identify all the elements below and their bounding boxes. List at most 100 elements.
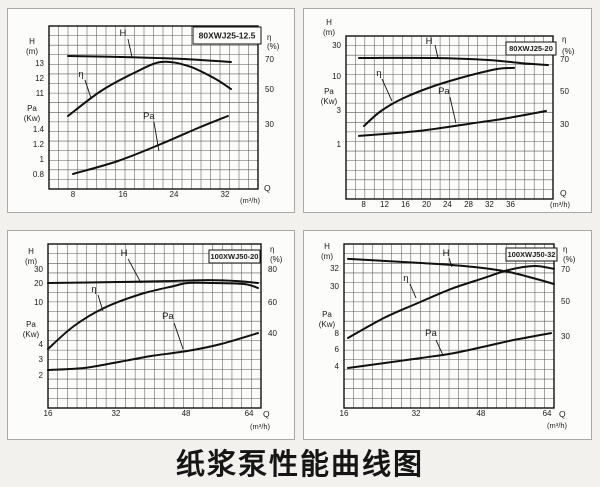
right-axis-header: η bbox=[562, 35, 566, 44]
left-axis-header-h: H bbox=[28, 247, 34, 256]
curve-label-Pa: Pa bbox=[162, 311, 174, 322]
left-axis-header-pa: (Kw) bbox=[24, 114, 41, 123]
x-tick-label: 16 bbox=[44, 409, 53, 418]
model-label: 80XWJ25-20 bbox=[509, 44, 553, 53]
x-tick-label: 32 bbox=[412, 409, 421, 418]
x-axis-label: Q bbox=[263, 409, 270, 419]
x-tick-label: 8 bbox=[71, 190, 76, 199]
model-box bbox=[505, 247, 558, 262]
curve-eta bbox=[363, 66, 516, 127]
right-tick-label: 50 bbox=[561, 297, 570, 306]
curve-Pa bbox=[358, 110, 547, 137]
grid bbox=[47, 243, 262, 409]
x-tick-label: 16 bbox=[401, 200, 410, 209]
x-tick-label: 28 bbox=[464, 200, 473, 209]
x-axis-label: Q bbox=[264, 183, 271, 193]
left-tick-label: 1 bbox=[337, 140, 342, 149]
curve-leader-Pa bbox=[435, 339, 444, 356]
x-tick-label: 48 bbox=[476, 409, 485, 418]
x-axis-unit: (m³/h) bbox=[240, 196, 260, 205]
left-axis-header-h: H bbox=[326, 18, 332, 27]
left-tick-label: 0.8 bbox=[33, 170, 45, 179]
x-axis-unit: (m³/h) bbox=[547, 421, 567, 430]
x-tick-label: 16 bbox=[119, 190, 128, 199]
left-tick-label: 6 bbox=[335, 345, 340, 354]
right-axis-header: η bbox=[267, 33, 271, 42]
curve-leader-eta bbox=[97, 294, 104, 312]
model-label: 100XWJ50-20 bbox=[211, 252, 259, 261]
grid bbox=[343, 243, 555, 409]
x-tick-label: 24 bbox=[170, 190, 179, 199]
left-tick-label: 30 bbox=[330, 282, 339, 291]
left-tick-label: 11 bbox=[36, 89, 45, 98]
curve-Pa bbox=[347, 332, 553, 369]
curve-leader-H bbox=[448, 257, 453, 268]
curve-label-H: H bbox=[120, 28, 127, 39]
model-label: 80XWJ25-12.5 bbox=[199, 31, 256, 41]
x-tick-label: 16 bbox=[340, 409, 349, 418]
curve-leader-eta bbox=[84, 79, 92, 99]
curve-leader-Pa bbox=[449, 96, 457, 124]
left-tick-label: 3 bbox=[39, 355, 44, 364]
left-tick-label: 12 bbox=[35, 74, 44, 83]
curve-H bbox=[347, 257, 555, 285]
left-axis-header-h: (m) bbox=[26, 47, 38, 56]
curve-label-H: H bbox=[426, 36, 433, 47]
curve-label-Pa: Pa bbox=[143, 111, 155, 122]
left-axis-header-pa: (Kw) bbox=[319, 320, 336, 329]
right-tick-label: 40 bbox=[268, 329, 277, 338]
plot-border bbox=[343, 243, 555, 409]
chart-svg: HηPa80XWJ25-20H(m)3010Pa(Kw)31η(%)705030… bbox=[321, 18, 575, 209]
curve-label-H: H bbox=[443, 248, 450, 259]
chart-svg: HηPa100XWJ50-20H(m)302010Pa(Kw)432η(%)80… bbox=[23, 243, 283, 431]
x-tick-label: 32 bbox=[111, 409, 120, 418]
left-tick-label: 3 bbox=[337, 106, 342, 115]
left-tick-label: 10 bbox=[332, 72, 341, 81]
left-axis-header-pa: Pa bbox=[322, 310, 332, 319]
right-tick-label: 50 bbox=[265, 85, 274, 94]
left-tick-label: 8 bbox=[335, 329, 340, 338]
x-tick-label: 8 bbox=[361, 200, 366, 209]
x-tick-label: 64 bbox=[543, 409, 552, 418]
left-axis-header-pa: Pa bbox=[27, 104, 37, 113]
x-tick-label: 48 bbox=[182, 409, 191, 418]
curve-eta bbox=[47, 281, 259, 350]
right-tick-label: 30 bbox=[561, 332, 570, 341]
curve-leader-H bbox=[434, 44, 439, 59]
chart-svg: HηPa80XWJ25-12.5H(m)131211Pa(Kw)1.41.210… bbox=[24, 25, 280, 205]
right-tick-label: 30 bbox=[265, 120, 274, 129]
curve-label-eta: η bbox=[91, 284, 96, 295]
x-tick-label: 20 bbox=[422, 200, 431, 209]
right-axis-header: (%) bbox=[563, 255, 576, 264]
curve-leader-H bbox=[127, 38, 133, 58]
right-axis-header: (%) bbox=[267, 42, 280, 51]
plot-border bbox=[345, 35, 554, 200]
curve-leader-H bbox=[127, 258, 142, 284]
left-axis-header-h: H bbox=[324, 242, 330, 251]
right-axis-header: (%) bbox=[562, 47, 575, 56]
curve-label-Pa: Pa bbox=[425, 328, 437, 339]
curve-Pa bbox=[47, 332, 259, 371]
plot-border bbox=[48, 25, 259, 190]
grid bbox=[345, 35, 554, 200]
left-tick-label: 32 bbox=[330, 264, 339, 273]
curve-leader-Pa bbox=[153, 121, 160, 152]
right-axis-header: η bbox=[270, 245, 274, 254]
chart-svg: HηPa100XWJ50-32H(m)3230Pa(Kw)864η(%)7050… bbox=[319, 242, 576, 430]
curve-H bbox=[358, 56, 549, 66]
right-tick-label: 50 bbox=[560, 87, 569, 96]
x-tick-label: 36 bbox=[506, 200, 515, 209]
left-axis-header-pa: (Kw) bbox=[23, 330, 40, 339]
curve-leader-eta bbox=[409, 283, 417, 299]
left-axis-header-pa: Pa bbox=[26, 320, 36, 329]
left-tick-label: 2 bbox=[39, 371, 44, 380]
left-tick-label: 10 bbox=[34, 298, 43, 307]
left-tick-label: 1 bbox=[40, 155, 45, 164]
right-tick-label: 60 bbox=[268, 298, 277, 307]
curve-eta bbox=[347, 264, 555, 339]
plot-border bbox=[47, 243, 262, 409]
curve-H bbox=[47, 279, 259, 284]
